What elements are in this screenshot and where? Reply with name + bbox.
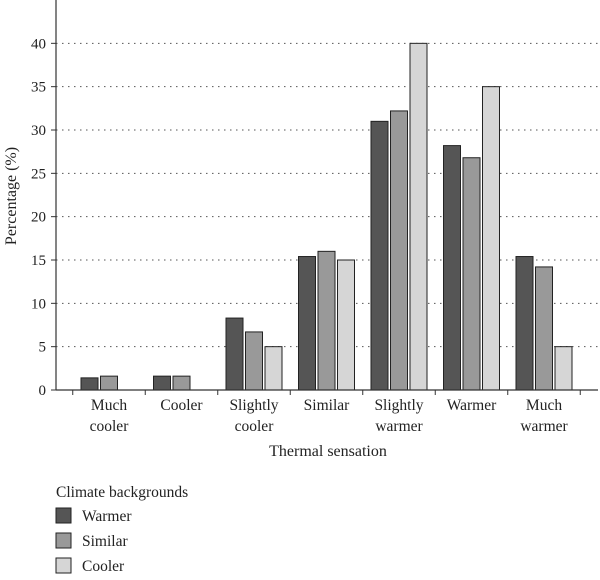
legend-label-similar: Similar bbox=[82, 533, 128, 550]
bar-similar-2 bbox=[245, 331, 263, 391]
bar-similar-5 bbox=[462, 157, 481, 391]
bar-cooler-3 bbox=[337, 259, 355, 391]
y-tick-label: 20 bbox=[31, 210, 46, 226]
x-category-label: Slightly bbox=[229, 397, 278, 414]
bar-warmer-3 bbox=[298, 256, 316, 391]
legend-label-warmer: Warmer bbox=[82, 508, 132, 525]
bar-similar-4 bbox=[390, 110, 408, 391]
y-axis-label: Percentage (%) bbox=[3, 147, 20, 245]
bar-warmer-1 bbox=[153, 375, 171, 391]
bar-warmer-6 bbox=[515, 256, 534, 391]
x-category-label: cooler bbox=[235, 418, 275, 435]
legend-swatch-cooler bbox=[55, 557, 72, 574]
legend-label-cooler: Cooler bbox=[82, 558, 125, 575]
y-tick-label: 0 bbox=[39, 383, 47, 399]
legend-swatch-similar bbox=[55, 532, 72, 549]
legend-swatch-warmer bbox=[55, 507, 72, 524]
bar-cooler-2 bbox=[264, 346, 283, 391]
y-tick-label: 40 bbox=[31, 36, 46, 52]
x-category-labels: Much cooler Cooler Slightly cooler Similar Sli… bbox=[72, 390, 581, 435]
x-category-label: Similar bbox=[304, 397, 350, 414]
bar-cooler-5 bbox=[482, 86, 500, 391]
x-category-label: Warmer bbox=[447, 397, 497, 414]
y-ticks: 0 5 10 15 20 25 30 35 40 bbox=[31, 36, 56, 399]
bar-warmer-4 bbox=[370, 120, 389, 391]
bar-warmer-0 bbox=[80, 377, 99, 391]
x-category-label: Cooler bbox=[160, 397, 203, 414]
bar-warmer-2 bbox=[225, 317, 244, 391]
x-category-label: warmer bbox=[375, 418, 423, 435]
bar-warmer-5 bbox=[443, 145, 461, 391]
y-tick-label: 15 bbox=[31, 253, 46, 269]
y-tick-label: 35 bbox=[31, 80, 46, 96]
bar-cooler-6 bbox=[554, 346, 573, 391]
legend-title: Climate backgrounds bbox=[56, 484, 188, 501]
x-category-label: Much bbox=[91, 397, 127, 414]
y-tick-label: 30 bbox=[31, 123, 46, 139]
x-category-label: Much bbox=[526, 397, 562, 414]
y-tick-label: 10 bbox=[31, 296, 46, 312]
bar-similar-1 bbox=[172, 375, 191, 391]
y-tick-label: 25 bbox=[31, 166, 46, 182]
y-tick-label: 5 bbox=[39, 340, 47, 356]
bar-similar-6 bbox=[535, 266, 553, 391]
bar-similar-0 bbox=[100, 375, 118, 391]
bar-cooler-4 bbox=[409, 42, 428, 391]
bars bbox=[80, 42, 573, 391]
bar-similar-3 bbox=[317, 250, 336, 391]
legend: Climate backgrounds Warmer Similar Cooler bbox=[55, 484, 188, 575]
x-category-label: Slightly bbox=[374, 397, 423, 414]
x-axis-label: Thermal sensation bbox=[269, 443, 387, 460]
x-category-label: warmer bbox=[520, 418, 568, 435]
x-category-label: cooler bbox=[90, 418, 130, 435]
